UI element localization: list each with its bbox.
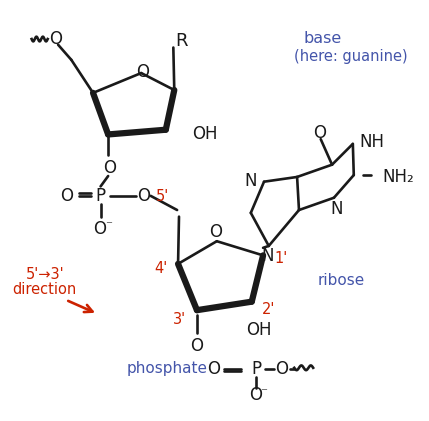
Text: 1': 1' <box>275 251 288 266</box>
Text: (here: guanine): (here: guanine) <box>294 48 408 64</box>
Text: NH: NH <box>359 133 384 151</box>
Text: O: O <box>208 360 221 378</box>
Text: 4': 4' <box>154 261 168 276</box>
Text: O: O <box>60 187 73 205</box>
Text: N: N <box>262 247 274 265</box>
Text: O: O <box>190 337 203 355</box>
Text: R: R <box>175 32 188 50</box>
Text: O: O <box>138 187 151 205</box>
Text: O: O <box>249 386 262 404</box>
Text: direction: direction <box>13 282 77 297</box>
Text: O: O <box>136 63 150 81</box>
Text: phosphate: phosphate <box>126 361 207 376</box>
Text: NH₂: NH₂ <box>382 168 414 186</box>
Text: O: O <box>209 223 222 241</box>
Text: 5'→3': 5'→3' <box>26 267 64 282</box>
Text: base: base <box>304 31 342 45</box>
Text: 2': 2' <box>262 302 275 317</box>
Text: N: N <box>245 172 257 190</box>
Text: O: O <box>313 123 326 141</box>
Text: 3': 3' <box>173 312 187 327</box>
Text: O: O <box>93 220 106 238</box>
Text: ⁻: ⁻ <box>260 386 268 399</box>
Text: O: O <box>49 30 62 48</box>
Text: P: P <box>96 187 106 205</box>
Text: O: O <box>275 360 288 378</box>
Text: N: N <box>330 200 343 218</box>
Text: 5': 5' <box>155 189 169 204</box>
Text: OH: OH <box>192 125 218 144</box>
Text: ⁻: ⁻ <box>105 220 112 232</box>
Text: OH: OH <box>247 321 272 339</box>
Text: O: O <box>103 160 117 178</box>
Text: P: P <box>251 360 262 378</box>
Text: ribose: ribose <box>318 273 365 288</box>
